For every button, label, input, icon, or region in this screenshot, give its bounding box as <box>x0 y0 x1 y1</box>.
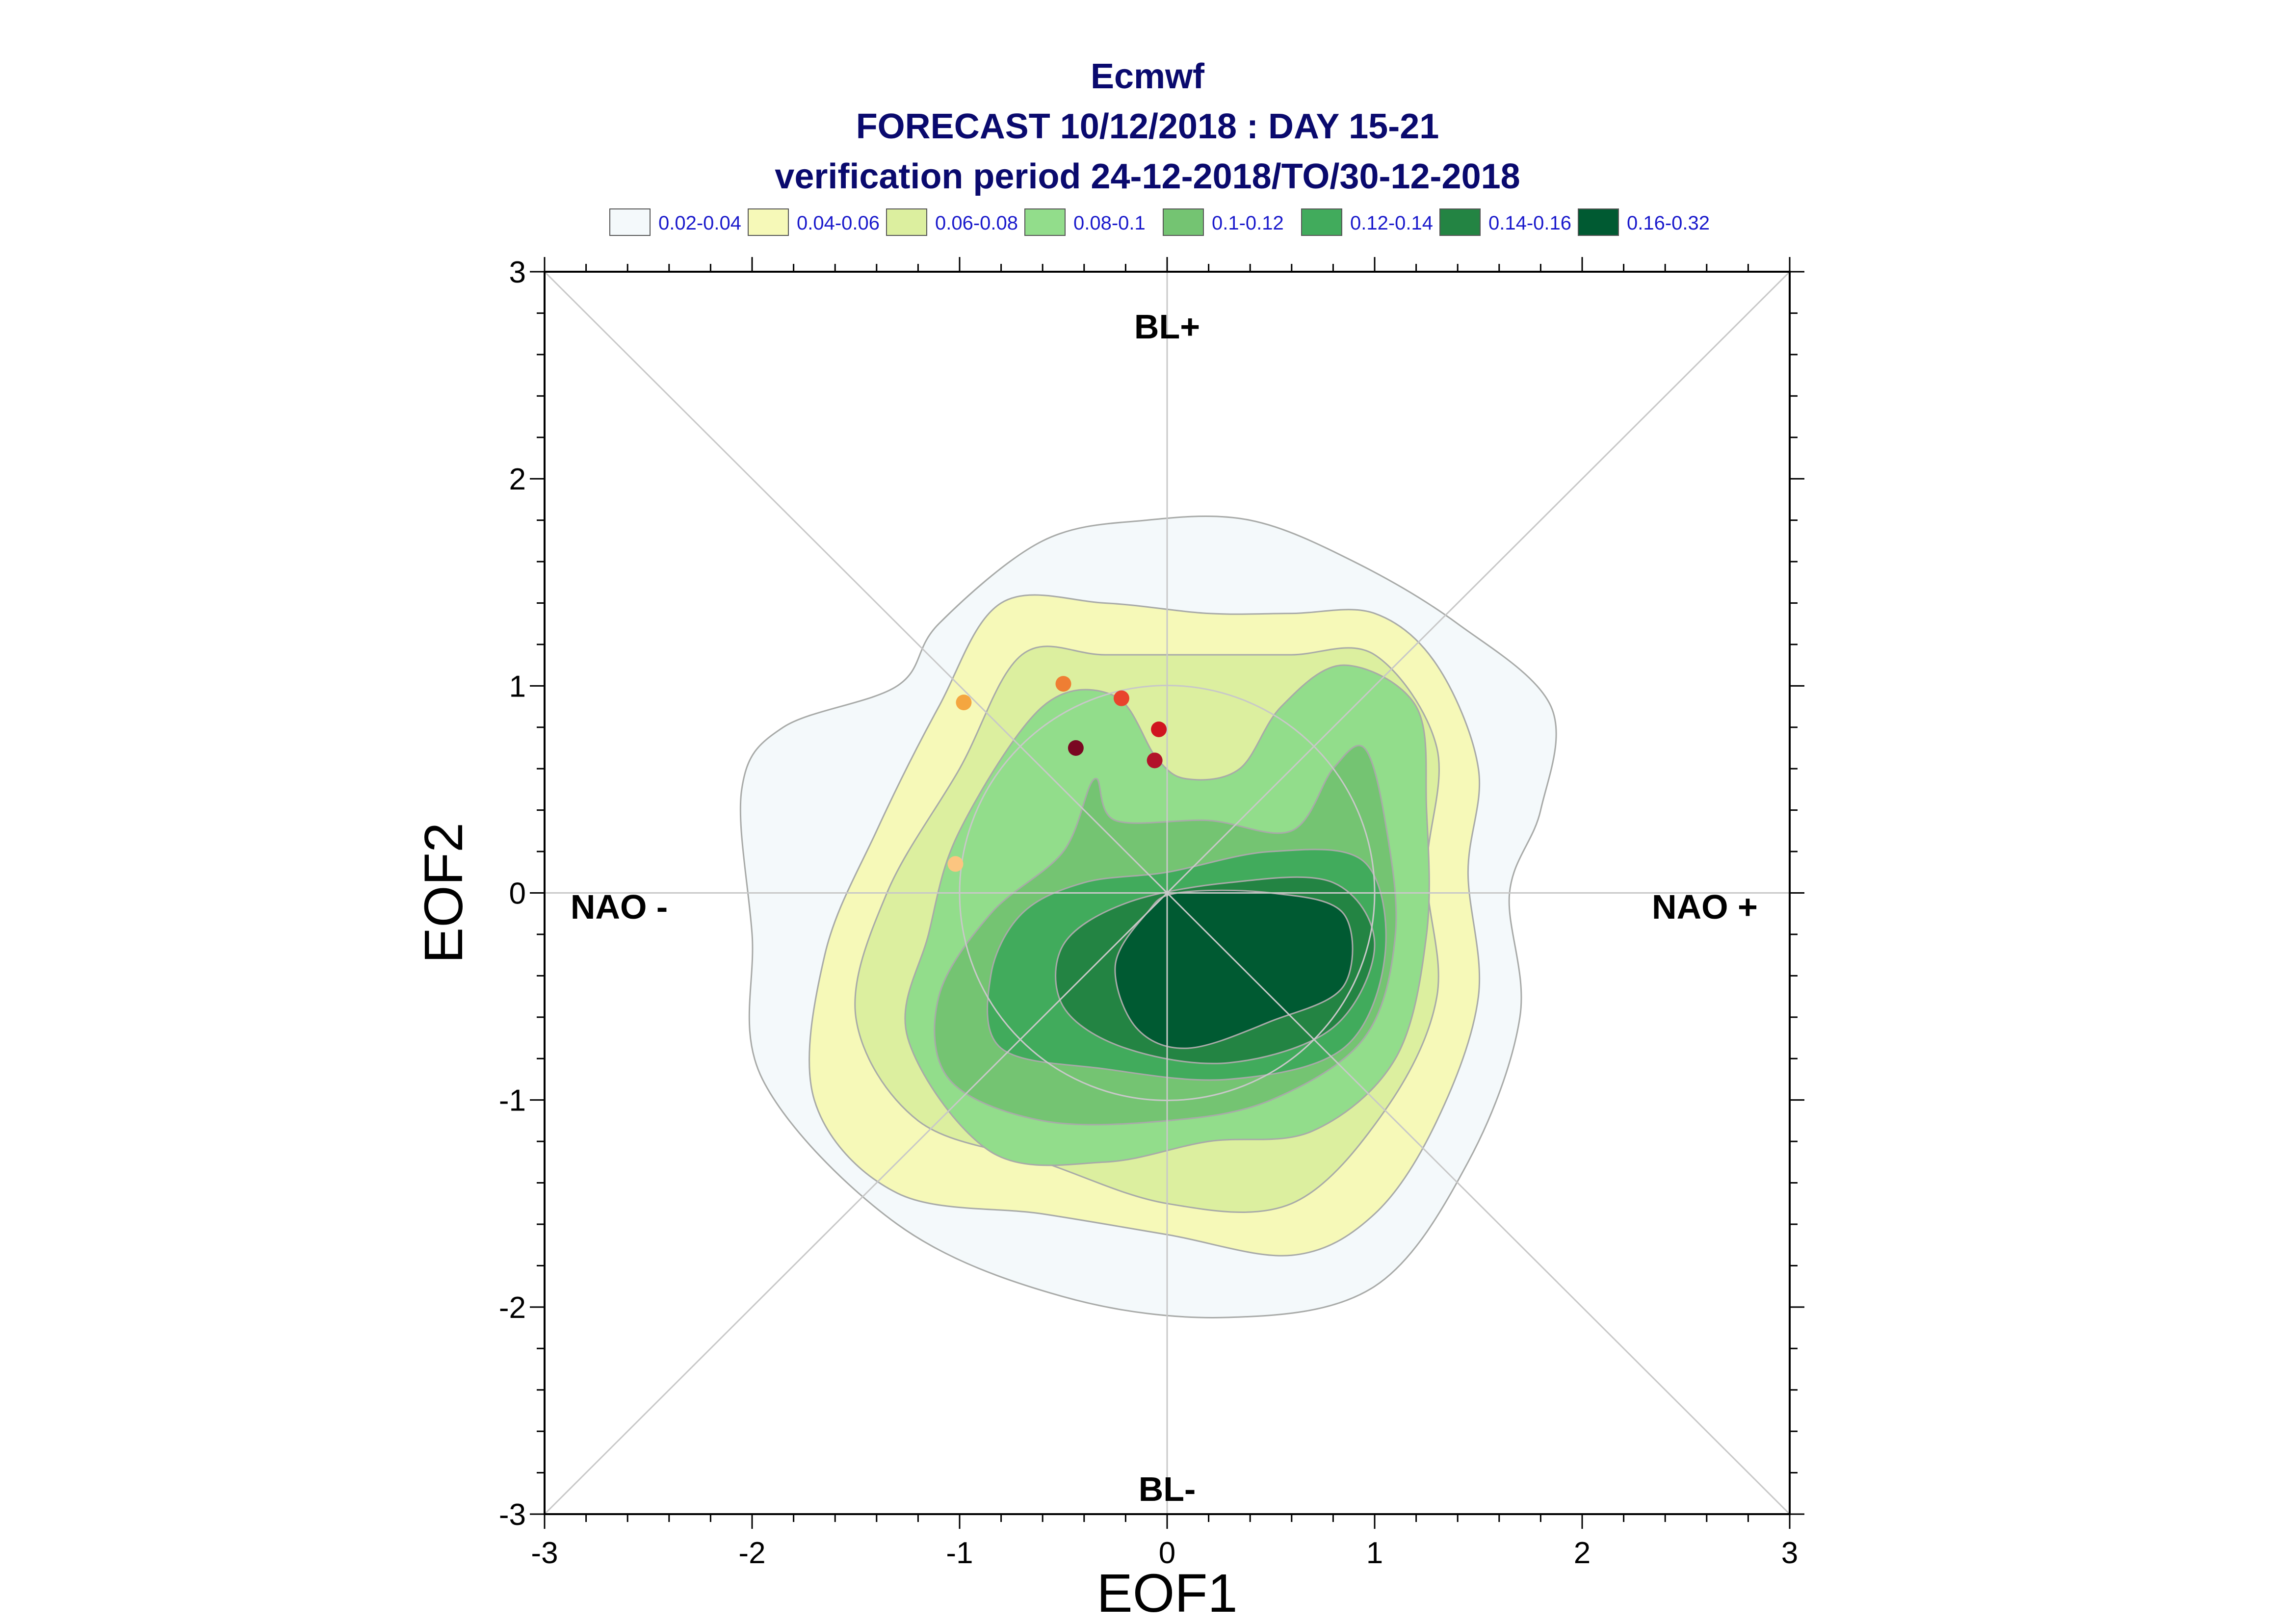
legend-label: 0.08-0.1 <box>1073 212 1146 234</box>
axes-layer <box>530 257 1804 1529</box>
labels-layer: -3 -2 -1 0 1 2 3 -3 -2 -1 0 1 2 3 EOF1 EOF2 BL+ BL- NAO - N… <box>414 256 1798 1624</box>
guide-layer <box>544 271 1791 1515</box>
x-tick-label: 1 <box>1366 1536 1383 1570</box>
chart-title-line-3: verification period 24-12-2018/TO/30-12-… <box>775 157 1520 196</box>
x-tick-label: 0 <box>1159 1536 1175 1570</box>
legend-swatch <box>609 208 651 236</box>
legend-swatch <box>1024 208 1066 236</box>
regime-label-nao-plus: NAO + <box>1652 888 1758 926</box>
legend-label: 0.14-0.16 <box>1488 212 1572 234</box>
legend-label: 0.02-0.04 <box>658 212 742 234</box>
data-point-6 <box>1147 752 1163 769</box>
x-tick-label: -2 <box>738 1536 765 1570</box>
y-tick-label: -2 <box>499 1291 526 1325</box>
data-point-2 <box>1055 676 1071 692</box>
contour-layer <box>739 515 1557 1318</box>
legend-label: 0.1-0.12 <box>1212 212 1284 234</box>
y-axis-label: EOF2 <box>414 823 474 963</box>
legend-label: 0.16-0.32 <box>1627 212 1710 234</box>
data-point-4 <box>1151 721 1167 737</box>
legend-swatch <box>1578 208 1619 236</box>
y-tick-label: 2 <box>509 463 526 496</box>
y-tick-label: 1 <box>509 670 526 703</box>
regime-label-bl-minus: BL- <box>1139 1470 1196 1508</box>
regime-label-nao-minus: NAO - <box>571 888 668 926</box>
x-tick-label: -1 <box>946 1536 973 1570</box>
legend: 0.02-0.04 0.04-0.06 0.06-0.08 0.08-0.1 0.1-0… <box>609 208 1787 241</box>
legend-swatch <box>886 208 927 236</box>
data-point-7 <box>947 856 964 872</box>
legend-swatch <box>1163 208 1204 236</box>
y-tick-label: 0 <box>509 877 526 911</box>
contour-0.16-0.32 <box>1114 889 1354 1049</box>
chart-title-line-2: FORECAST 10/12/2018 : DAY 15-21 <box>856 107 1439 146</box>
x-axis-label: EOF1 <box>1096 1563 1237 1624</box>
legend-label: 0.12-0.14 <box>1350 212 1434 234</box>
points-layer <box>947 676 1167 872</box>
legend-label: 0.04-0.06 <box>797 212 880 234</box>
data-point-3 <box>1113 690 1129 706</box>
data-point-5 <box>1068 740 1084 756</box>
chart-title-line-1: Ecmwf <box>1090 57 1205 96</box>
y-tick-label: -3 <box>499 1498 526 1532</box>
x-tick-label: 2 <box>1574 1536 1591 1570</box>
x-tick-label: -3 <box>531 1536 558 1570</box>
legend-swatch <box>1301 208 1342 236</box>
chart-title: Ecmwf FORECAST 10/12/2018 : DAY 15-21 ve… <box>0 52 2295 202</box>
legend-swatch <box>1439 208 1481 236</box>
data-point-1 <box>956 695 972 711</box>
y-tick-label: 3 <box>509 256 526 289</box>
x-tick-label: 3 <box>1781 1536 1798 1570</box>
regime-label-bl-plus: BL+ <box>1134 308 1200 346</box>
y-tick-label: -1 <box>499 1084 526 1118</box>
unit-circle <box>959 685 1376 1101</box>
legend-label: 0.06-0.08 <box>935 212 1018 234</box>
legend-swatch <box>748 208 789 236</box>
